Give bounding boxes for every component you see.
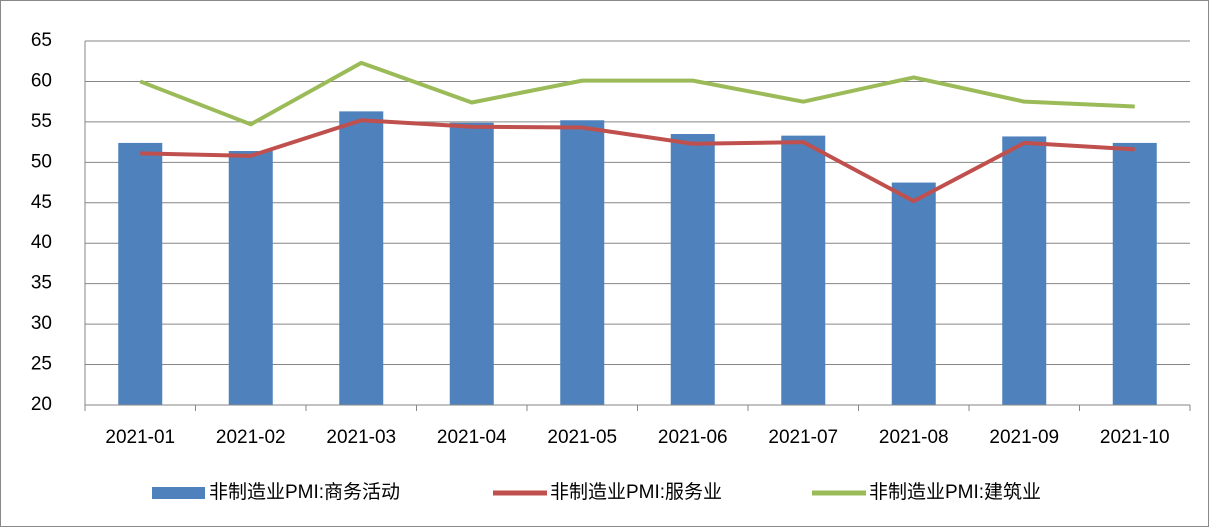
y-tick-label: 40 [31,232,52,253]
x-tick-label: 2021-07 [768,427,838,448]
y-tick-label: 30 [31,313,52,334]
x-tick-label: 2021-06 [658,427,728,448]
bar [781,135,826,405]
bar [228,151,273,405]
y-tick-label: 55 [31,111,52,132]
y-tick-label: 50 [31,151,52,172]
bar [670,134,715,405]
x-tick-label: 2021-02 [216,427,286,448]
bar [1002,136,1047,405]
bar [449,122,494,405]
legend-label: 非制造业PMI:建筑业 [869,481,1041,503]
legend-label: 非制造业PMI:商务活动 [209,481,400,503]
x-tick-label: 2021-04 [437,427,507,448]
x-tick-label: 2021-01 [105,427,175,448]
bar [1112,142,1157,406]
y-tick-label: 20 [31,394,52,415]
legend-label: 非制造业PMI:服务业 [550,481,722,503]
bar [339,111,384,405]
bar [560,120,605,405]
y-tick-label: 25 [31,354,52,375]
y-tick-label: 65 [31,30,52,51]
line [139,60,1135,127]
bar [118,142,163,406]
y-tick-label: 45 [31,192,52,213]
bar [891,182,936,405]
x-tick-label: 2021-08 [879,427,949,448]
y-tick-label: 35 [31,273,52,294]
x-tick-label: 2021-05 [547,427,617,448]
x-tick-label: 2021-10 [1100,427,1170,448]
line [140,118,1135,204]
x-tick-label: 2021-09 [989,427,1059,448]
x-tick-label: 2021-03 [326,427,396,448]
legend-swatch [152,487,205,499]
y-tick-label: 60 [31,70,52,91]
